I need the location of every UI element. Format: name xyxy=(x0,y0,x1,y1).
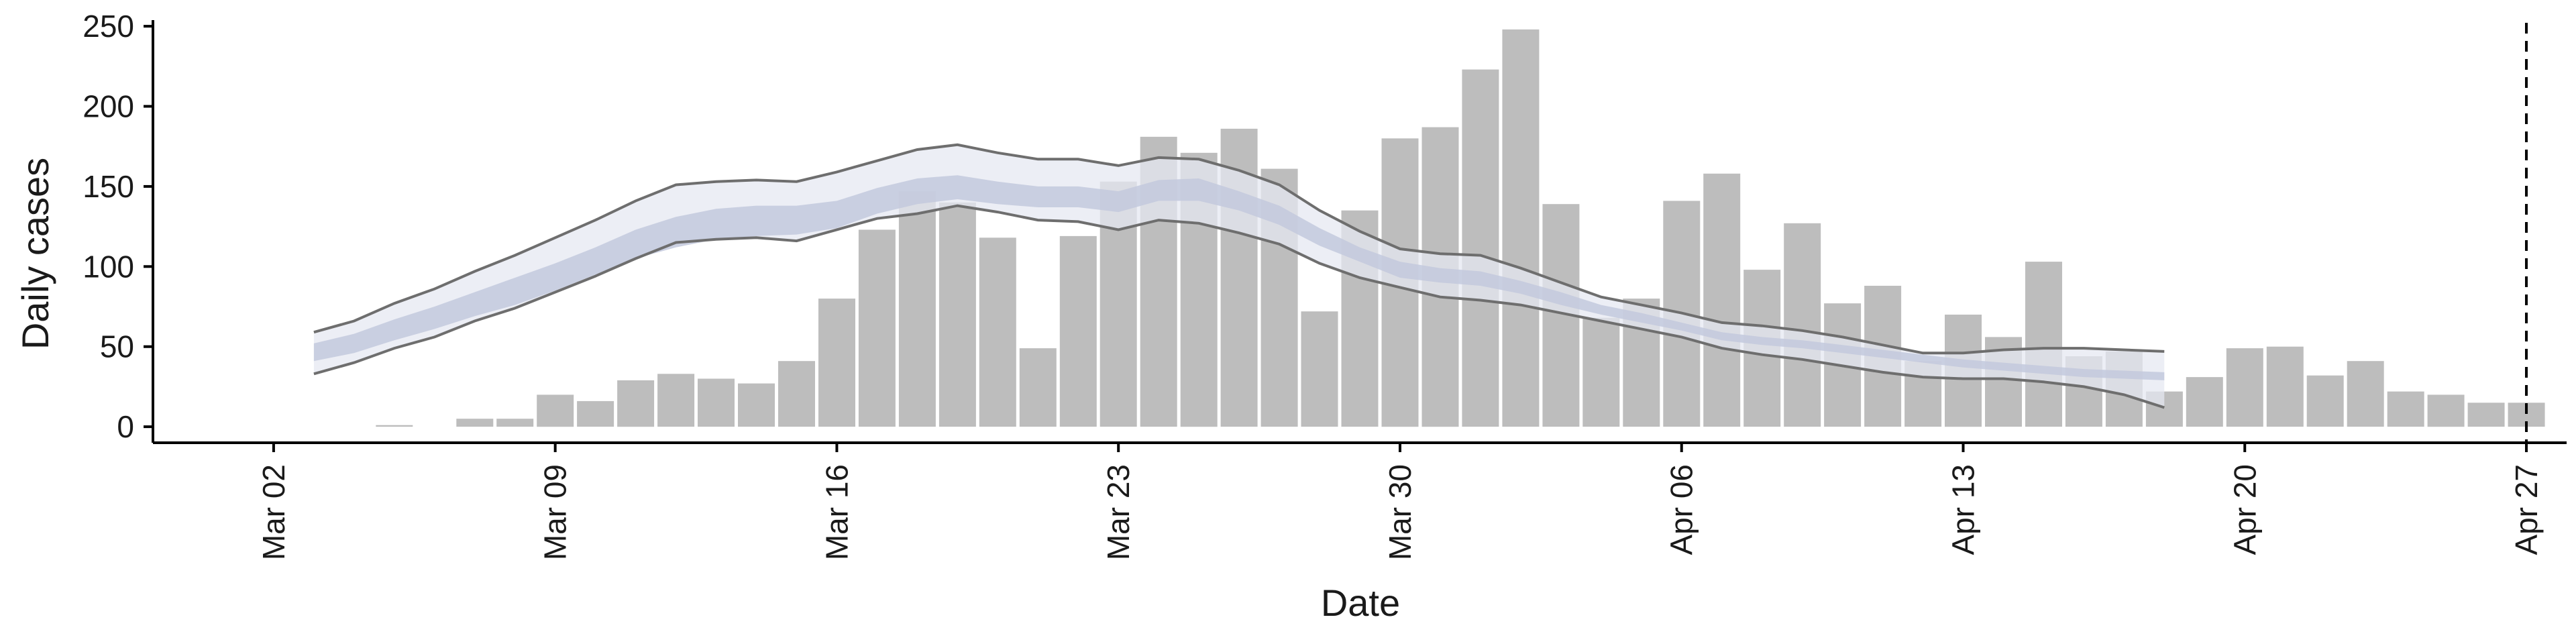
bar xyxy=(1019,348,1057,427)
band-layer xyxy=(313,143,2165,409)
bar xyxy=(2025,262,2062,427)
x-tick-label: Mar 16 xyxy=(819,464,854,560)
bar xyxy=(698,378,735,427)
x-tick-label: Apr 20 xyxy=(2227,464,2262,555)
bar xyxy=(2266,346,2304,427)
bar xyxy=(617,380,655,427)
bar xyxy=(1301,311,1338,427)
bar xyxy=(2186,377,2223,427)
bar xyxy=(1502,29,1540,427)
x-tick-label: Mar 30 xyxy=(1383,464,1417,560)
bar xyxy=(2427,394,2465,427)
x-tick-label: Mar 09 xyxy=(538,464,573,560)
inner-band xyxy=(313,175,2165,380)
bar xyxy=(537,394,574,427)
x-tick-label: Mar 02 xyxy=(256,464,291,560)
bar xyxy=(738,383,775,427)
bar xyxy=(898,191,936,427)
upper-bound-line xyxy=(313,143,2165,355)
lower-bound-line xyxy=(313,204,2165,409)
y-tick-label: 50 xyxy=(100,329,134,364)
y-axis-title: Daily cases xyxy=(14,158,56,350)
bar xyxy=(456,419,494,427)
bar xyxy=(778,361,815,427)
bar xyxy=(657,374,695,427)
bar xyxy=(979,237,1016,427)
x-tick-label: Apr 06 xyxy=(1664,464,1699,555)
bar xyxy=(577,400,614,427)
y-tick-label: 150 xyxy=(83,169,134,204)
bar xyxy=(2387,391,2424,427)
bar xyxy=(496,419,534,427)
bar xyxy=(1462,69,1499,427)
x-tick-label: Apr 27 xyxy=(2509,464,2544,555)
bar xyxy=(2347,361,2384,427)
bar xyxy=(858,229,896,427)
bar xyxy=(1703,173,1741,427)
bar xyxy=(1582,317,1620,427)
bar xyxy=(818,299,855,427)
y-tick-label: 200 xyxy=(83,89,134,124)
x-axis-title: Date xyxy=(1321,582,1400,624)
y-tick-label: 0 xyxy=(117,409,134,444)
x-axis: Mar 02 Mar 09 Mar 16 Mar 23 Mar 30 Apr 06 Apr … xyxy=(153,441,2567,560)
bar xyxy=(2306,375,2344,427)
bar xyxy=(1784,223,1821,427)
bar xyxy=(2226,348,2263,427)
bar xyxy=(1059,235,1097,427)
x-tick-label: Mar 23 xyxy=(1101,464,1136,560)
y-tick-label: 250 xyxy=(83,9,134,44)
y-axis: 0 50 100 150 200 250 xyxy=(83,9,154,444)
bar xyxy=(2467,402,2505,427)
y-tick-label: 100 xyxy=(83,249,134,284)
x-tick-label: Apr 13 xyxy=(1946,464,1981,555)
bar xyxy=(938,202,976,427)
bar xyxy=(376,425,413,427)
